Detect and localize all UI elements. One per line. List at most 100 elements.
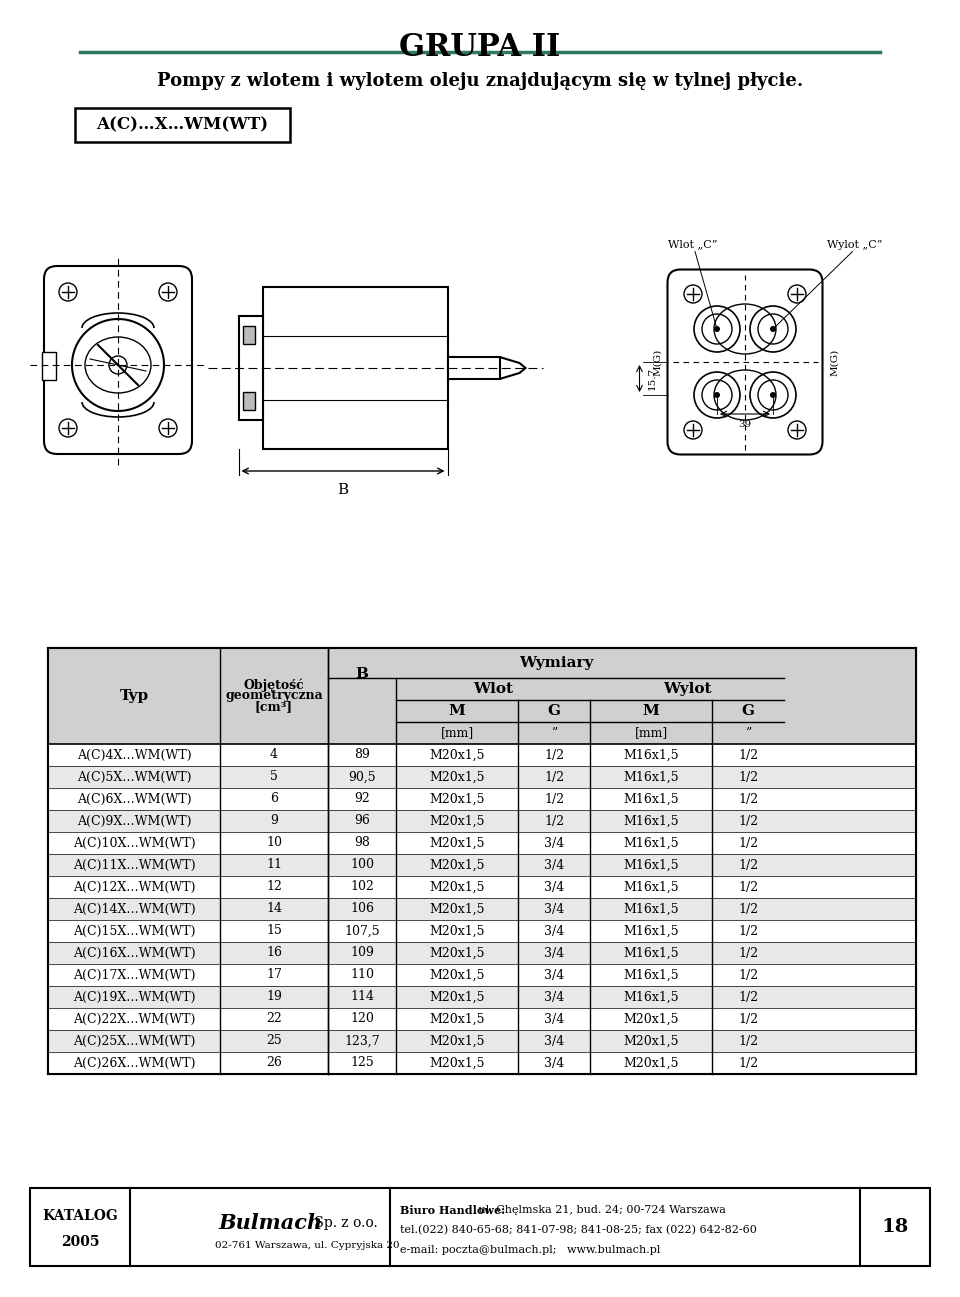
Text: e-mail: poczta@bulmach.pl;   www.bulmach.pl: e-mail: poczta@bulmach.pl; www.bulmach.p… <box>400 1245 660 1255</box>
Text: 16: 16 <box>266 947 282 960</box>
Text: A(C)25X…WM(WT): A(C)25X…WM(WT) <box>73 1035 195 1048</box>
Bar <box>48 942 916 964</box>
Text: M20x1,5: M20x1,5 <box>429 770 485 783</box>
Bar <box>48 789 916 811</box>
Text: tel.(022) 840-65-68; 841-07-98; 841-08-25; fax (022) 642-82-60: tel.(022) 840-65-68; 841-07-98; 841-08-2… <box>400 1224 756 1235</box>
Text: [cm³]: [cm³] <box>255 700 293 713</box>
Text: A(C)17X…WM(WT): A(C)17X…WM(WT) <box>73 969 195 982</box>
Bar <box>262 287 447 449</box>
Bar <box>48 964 916 986</box>
Text: geometryczna: geometryczna <box>226 690 323 703</box>
Text: Wlot: Wlot <box>473 682 513 696</box>
Text: 15.7: 15.7 <box>647 367 657 389</box>
Text: Sp. z o.o.: Sp. z o.o. <box>310 1217 377 1230</box>
Bar <box>48 920 916 942</box>
Bar <box>447 357 499 379</box>
Text: 1/2: 1/2 <box>738 1057 758 1070</box>
Text: 90,5: 90,5 <box>348 770 375 783</box>
Bar <box>48 853 916 875</box>
Text: ”: ” <box>551 726 557 739</box>
Text: A(C)26X…WM(WT): A(C)26X…WM(WT) <box>73 1057 195 1070</box>
Text: M20x1,5: M20x1,5 <box>429 991 485 1004</box>
Text: 114: 114 <box>350 991 374 1004</box>
Text: M16x1,5: M16x1,5 <box>623 903 679 916</box>
Text: 100: 100 <box>350 859 374 872</box>
Text: A(C)22X…WM(WT): A(C)22X…WM(WT) <box>73 1013 195 1026</box>
Text: 89: 89 <box>354 748 370 761</box>
Text: 15: 15 <box>266 925 282 938</box>
Text: Objętość: Objętość <box>244 678 304 691</box>
Text: 26: 26 <box>266 1057 282 1070</box>
Text: 19: 19 <box>266 991 282 1004</box>
Text: 1/2: 1/2 <box>738 925 758 938</box>
Text: 1/2: 1/2 <box>738 748 758 761</box>
Text: A(C)6X…WM(WT): A(C)6X…WM(WT) <box>77 792 191 805</box>
Text: ul. Chęlmska 21, bud. 24; 00-724 Warszawa: ul. Chęlmska 21, bud. 24; 00-724 Warszaw… <box>475 1205 726 1215</box>
Text: Wylot „C”: Wylot „C” <box>827 240 882 249</box>
Bar <box>48 1030 916 1052</box>
Text: 1/2: 1/2 <box>738 859 758 872</box>
Text: 1/2: 1/2 <box>738 1013 758 1026</box>
Text: Pompy z wlotem i wylotem oleju znajdującym się w tylnej płycie.: Pompy z wlotem i wylotem oleju znajdując… <box>156 73 804 89</box>
Bar <box>42 351 56 380</box>
Text: 1/2: 1/2 <box>738 1035 758 1048</box>
Circle shape <box>714 326 720 332</box>
Text: M20x1,5: M20x1,5 <box>429 792 485 805</box>
Text: 1/2: 1/2 <box>738 770 758 783</box>
Text: 106: 106 <box>350 903 374 916</box>
Text: 125: 125 <box>350 1057 373 1070</box>
Text: 9: 9 <box>270 815 278 827</box>
Bar <box>48 1052 916 1074</box>
Bar <box>48 898 916 920</box>
Text: 98: 98 <box>354 837 370 850</box>
Text: GRUPA II: GRUPA II <box>399 32 561 64</box>
Text: 109: 109 <box>350 947 374 960</box>
Text: 1/2: 1/2 <box>738 903 758 916</box>
Bar <box>238 316 262 420</box>
Text: A(C)15X…WM(WT): A(C)15X…WM(WT) <box>73 925 195 938</box>
Text: 2005: 2005 <box>60 1235 99 1249</box>
Text: M16x1,5: M16x1,5 <box>623 859 679 872</box>
Text: A(C)9X…WM(WT): A(C)9X…WM(WT) <box>77 815 191 827</box>
Text: B: B <box>337 482 348 497</box>
Bar <box>48 767 916 789</box>
Text: 3/4: 3/4 <box>544 837 564 850</box>
Text: 92: 92 <box>354 792 370 805</box>
Text: M20x1,5: M20x1,5 <box>623 1035 679 1048</box>
Text: M16x1,5: M16x1,5 <box>623 748 679 761</box>
Text: 1/2: 1/2 <box>738 991 758 1004</box>
Circle shape <box>714 392 720 398</box>
Text: 107,5: 107,5 <box>345 925 380 938</box>
Text: M20x1,5: M20x1,5 <box>429 1035 485 1048</box>
Text: M20x1,5: M20x1,5 <box>429 748 485 761</box>
Text: M: M <box>448 704 466 719</box>
Text: A(C)19X…WM(WT): A(C)19X…WM(WT) <box>73 991 195 1004</box>
Text: Bulmach: Bulmach <box>218 1213 323 1233</box>
Text: ”: ” <box>745 726 751 739</box>
Text: M: M <box>642 704 660 719</box>
Bar <box>48 648 916 1074</box>
Text: M16x1,5: M16x1,5 <box>623 991 679 1004</box>
FancyBboxPatch shape <box>667 270 823 454</box>
Text: KATALOG: KATALOG <box>42 1209 118 1223</box>
Text: 18: 18 <box>881 1218 908 1236</box>
Text: 3/4: 3/4 <box>544 925 564 938</box>
Text: 17: 17 <box>266 969 282 982</box>
Text: M20x1,5: M20x1,5 <box>429 1057 485 1070</box>
Text: 6: 6 <box>270 792 278 805</box>
Text: A(C)…X…WM(WT): A(C)…X…WM(WT) <box>96 117 269 134</box>
Text: M16x1,5: M16x1,5 <box>623 770 679 783</box>
Text: 1/2: 1/2 <box>738 947 758 960</box>
Text: B: B <box>355 667 369 681</box>
Text: 1/2: 1/2 <box>738 881 758 894</box>
Bar <box>48 986 916 1008</box>
Bar <box>48 831 916 853</box>
Text: M20x1,5: M20x1,5 <box>623 1057 679 1070</box>
Text: A(C)4X…WM(WT): A(C)4X…WM(WT) <box>77 748 191 761</box>
Text: M16x1,5: M16x1,5 <box>623 969 679 982</box>
Text: 02-761 Warszawa, ul. Cypryjska 20: 02-761 Warszawa, ul. Cypryjska 20 <box>215 1241 399 1250</box>
Text: M20x1,5: M20x1,5 <box>429 969 485 982</box>
Text: A(C)5X…WM(WT): A(C)5X…WM(WT) <box>77 770 191 783</box>
Text: 22: 22 <box>266 1013 282 1026</box>
Text: 25: 25 <box>266 1035 282 1048</box>
